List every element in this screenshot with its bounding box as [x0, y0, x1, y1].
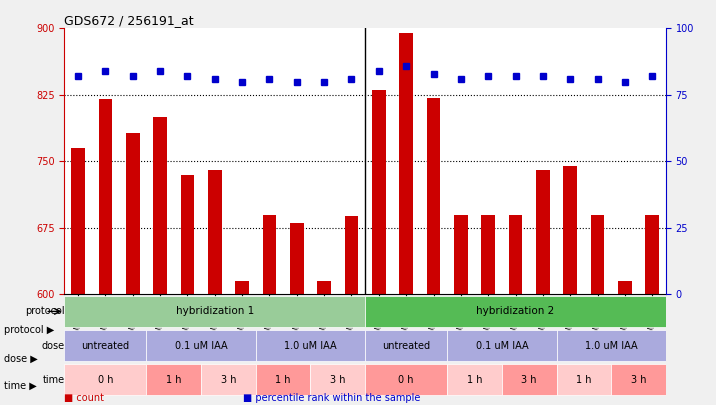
FancyBboxPatch shape	[64, 330, 147, 361]
FancyBboxPatch shape	[256, 364, 311, 395]
FancyBboxPatch shape	[448, 330, 556, 361]
Bar	[400, 33, 413, 294]
FancyBboxPatch shape	[448, 364, 502, 395]
Bar	[427, 98, 440, 294]
Bar	[344, 216, 358, 294]
Text: hybridization 1: hybridization 1	[175, 307, 254, 316]
Bar	[153, 117, 167, 294]
Text: 1 h: 1 h	[576, 375, 591, 385]
Bar	[208, 170, 222, 294]
Text: 3 h: 3 h	[330, 375, 346, 385]
Text: hybridization 2: hybridization 2	[476, 307, 555, 316]
Bar	[236, 281, 249, 294]
Bar	[317, 281, 331, 294]
Bar	[645, 215, 659, 294]
FancyBboxPatch shape	[64, 296, 365, 327]
Bar	[536, 170, 550, 294]
Text: dose: dose	[42, 341, 64, 351]
Text: 1.0 uM IAA: 1.0 uM IAA	[284, 341, 337, 351]
Bar	[99, 99, 112, 294]
Text: time: time	[42, 375, 64, 385]
FancyBboxPatch shape	[556, 330, 666, 361]
Bar	[508, 215, 523, 294]
Text: protocol: protocol	[25, 307, 64, 316]
Bar	[563, 166, 577, 294]
Text: 0 h: 0 h	[398, 375, 414, 385]
Text: untreated: untreated	[382, 341, 430, 351]
Text: time ▶: time ▶	[4, 381, 37, 390]
Bar	[591, 215, 604, 294]
FancyBboxPatch shape	[365, 296, 666, 327]
Bar	[454, 215, 468, 294]
FancyBboxPatch shape	[64, 364, 147, 395]
Bar	[72, 148, 85, 294]
FancyBboxPatch shape	[556, 364, 611, 395]
FancyBboxPatch shape	[311, 364, 365, 395]
FancyBboxPatch shape	[611, 364, 666, 395]
Text: dose ▶: dose ▶	[4, 354, 37, 363]
Bar	[372, 90, 386, 294]
Text: ■ percentile rank within the sample: ■ percentile rank within the sample	[243, 393, 421, 403]
Text: GDS672 / 256191_at: GDS672 / 256191_at	[64, 14, 194, 27]
Text: 0.1 uM IAA: 0.1 uM IAA	[475, 341, 528, 351]
Bar	[618, 281, 632, 294]
Text: untreated: untreated	[82, 341, 130, 351]
Text: 3 h: 3 h	[221, 375, 236, 385]
Text: 1 h: 1 h	[467, 375, 483, 385]
Bar	[126, 133, 140, 294]
Text: 3 h: 3 h	[521, 375, 537, 385]
Bar	[290, 224, 304, 294]
FancyBboxPatch shape	[147, 364, 201, 395]
Text: protocol ▶: protocol ▶	[4, 325, 54, 335]
FancyBboxPatch shape	[147, 330, 256, 361]
FancyBboxPatch shape	[256, 330, 365, 361]
Bar	[263, 215, 276, 294]
Text: 1 h: 1 h	[276, 375, 291, 385]
FancyBboxPatch shape	[201, 364, 256, 395]
Bar	[180, 175, 194, 294]
Text: 3 h: 3 h	[631, 375, 647, 385]
Text: 0.1 uM IAA: 0.1 uM IAA	[175, 341, 228, 351]
FancyBboxPatch shape	[365, 330, 448, 361]
FancyBboxPatch shape	[502, 364, 556, 395]
FancyBboxPatch shape	[365, 364, 448, 395]
Text: 1.0 uM IAA: 1.0 uM IAA	[585, 341, 637, 351]
Text: 1 h: 1 h	[166, 375, 182, 385]
Text: 0 h: 0 h	[97, 375, 113, 385]
Text: ■ count: ■ count	[64, 393, 105, 403]
Bar	[481, 215, 495, 294]
